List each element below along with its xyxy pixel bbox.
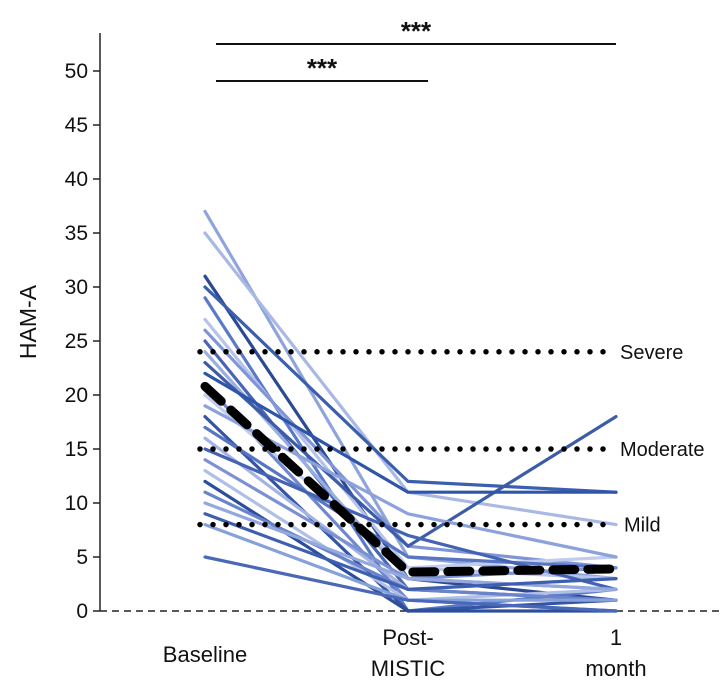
- y-ticks: 0 5 10 15 20 25 30 35 40 45 50: [65, 60, 100, 623]
- participant-line-10: [203, 361, 618, 548]
- x-category-label-line2: MISTIC: [371, 656, 446, 681]
- y-tick-label: 0: [76, 600, 88, 623]
- mean-line: [200, 381, 621, 577]
- participant-lines: [203, 209, 618, 613]
- y-tick-label: 50: [65, 60, 88, 83]
- y-tick-label: 40: [65, 168, 88, 191]
- y-tick-label: 15: [65, 438, 88, 461]
- axes: [99, 33, 723, 612]
- significance-brackets: *** ***: [216, 16, 616, 83]
- threshold-label-moderate: Moderate: [620, 439, 705, 461]
- y-tick-label: 25: [65, 330, 88, 353]
- mean-line-group: [200, 381, 621, 577]
- participant-line-4: [203, 285, 618, 494]
- threshold-label-mild: Mild: [624, 515, 661, 537]
- significance-label: ***: [307, 53, 338, 83]
- y-axis-title: HAM-A: [15, 284, 41, 359]
- x-category-label: Baseline: [163, 642, 247, 667]
- threshold-label-severe: Severe: [620, 342, 683, 364]
- participant-line-16: [203, 425, 618, 570]
- y-tick-label: 20: [65, 384, 88, 407]
- x-categories: Baseline Post- MISTIC 1 month: [163, 625, 647, 681]
- severity-thresholds: Severe Moderate Mild: [197, 342, 705, 537]
- participant-line-23: [203, 501, 618, 592]
- participant-line-24: [203, 512, 618, 592]
- significance-label: ***: [401, 16, 432, 46]
- y-tick-label: 10: [65, 492, 88, 515]
- y-tick-label: 45: [65, 114, 88, 137]
- x-category-label: Post-: [382, 625, 433, 650]
- y-tick-label: 35: [65, 222, 88, 245]
- y-tick-label: 30: [65, 276, 88, 299]
- x-category-label-line2: month: [585, 656, 646, 681]
- participant-line-11: [203, 371, 618, 494]
- participant-line-9: [203, 350, 618, 592]
- y-tick-label: 5: [76, 546, 88, 569]
- x-category-label: 1: [610, 625, 622, 650]
- participant-line-14: [203, 404, 618, 559]
- participant-line-26: [203, 555, 618, 613]
